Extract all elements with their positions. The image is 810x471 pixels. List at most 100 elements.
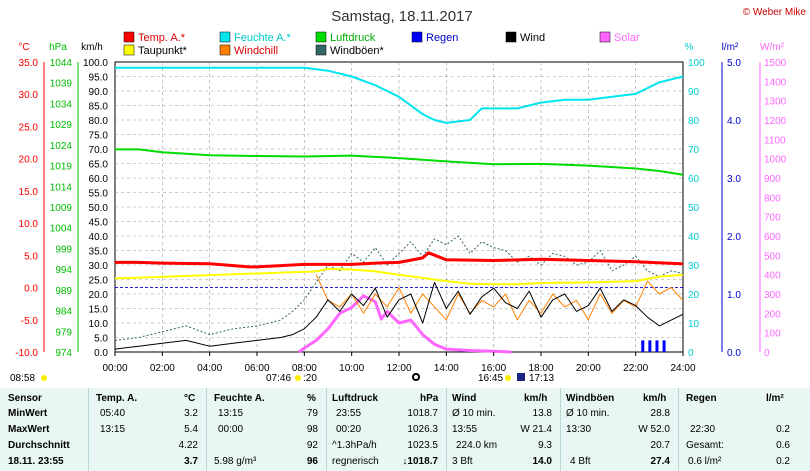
avg-humidity-value: 92	[306, 440, 318, 451]
row-label-min: MinWert	[8, 408, 48, 419]
legend-label: Taupunkt*	[138, 45, 188, 57]
legend-swatch	[123, 31, 135, 43]
max-temp-time: 13:15	[100, 424, 126, 435]
header-wind: Wind	[452, 393, 477, 404]
pressure-unit-label: hPa	[49, 42, 67, 53]
temp-tick-label: 10.0	[19, 219, 39, 230]
header-temp-unit: °C	[184, 393, 196, 404]
legend-label: Luftdruck	[330, 32, 376, 44]
humidity-tick-label: 0	[688, 348, 694, 359]
solar-unit-label: W/m²	[760, 42, 785, 53]
pressure-tick-label: 1014	[50, 182, 73, 193]
legend-swatch	[315, 31, 327, 43]
header-wind-unit: km/h	[524, 393, 548, 404]
max-temp-value: 5.4	[184, 424, 198, 435]
max-pressure-value: 1026.3	[407, 424, 438, 435]
humidity-tick-label: 90	[688, 87, 700, 98]
x-tick-label: 20:00	[576, 363, 601, 374]
x-axis: 00:00 02:00 04:00 06:00 08:00 10:00 12:00 14:00…	[102, 352, 696, 374]
humidity-tick-label: 70	[688, 145, 700, 156]
rain-total-value: 0.6	[776, 440, 790, 451]
rain-bar	[655, 340, 659, 352]
pressure-tick-label: 1039	[50, 79, 73, 90]
rain-tick-label: 1.0	[727, 290, 741, 301]
wind-tick-label: 20.0	[89, 290, 109, 301]
header-gust: Windböen	[566, 393, 615, 404]
series-windchill-line	[315, 274, 684, 321]
pressure-tick-label: 1009	[50, 203, 73, 214]
legend-label: Windböen*	[330, 45, 385, 57]
series-windb-en-line	[114, 235, 684, 341]
avg-pressure-value: 1023.5	[407, 440, 438, 451]
axis-unit-labels: °C hPa km/h % l/m² W/m²	[18, 42, 784, 53]
min-pressure-time: 23:55	[336, 408, 362, 419]
max-rain-time: 22:30	[690, 424, 716, 435]
rain-tick-label: 3.0	[727, 174, 741, 185]
row-label-max: MaxWert	[8, 424, 50, 435]
x-tick-label: 10:00	[339, 363, 364, 374]
x-tick-label: 06:00	[244, 363, 269, 374]
wind-tick-label: 75.0	[89, 131, 109, 142]
pressure-tick-label: 1019	[50, 162, 73, 173]
wind-tick-label: 15.0	[89, 305, 109, 316]
x-tick-label: 22:00	[623, 363, 648, 374]
solar-tick-label: 900	[764, 174, 781, 185]
solar-tick-label: 300	[764, 290, 781, 301]
temp-tick-label: 25.0	[19, 122, 39, 133]
legend-label: Regen	[426, 32, 458, 44]
legend-swatch	[599, 31, 611, 43]
max-gust-time: 13:30	[566, 424, 592, 435]
min-gust-time: Ø 10 min.	[566, 408, 610, 419]
avg-wind-value: 9.3	[538, 440, 552, 451]
pressure-tick-label: 1024	[50, 141, 73, 152]
solar-tick-label: 1400	[764, 77, 787, 88]
wind-tick-label: 40.0	[89, 232, 109, 243]
min-humidity-value: 79	[306, 408, 318, 419]
x-tick-label: 12:00	[386, 363, 411, 374]
min-wind-time: Ø 10 min.	[452, 408, 496, 419]
sunrise-label: 07:46	[266, 373, 291, 384]
x-tick-label: 18:00	[528, 363, 553, 374]
sunrise-suffix: :20	[303, 373, 317, 384]
solar-tick-label: 400	[764, 271, 781, 282]
wind-tick-label: 95.0	[89, 73, 109, 84]
legend-swatch	[219, 31, 231, 43]
solar-tick-label: 1000	[764, 155, 787, 166]
pressure-tick-label: 1029	[50, 120, 73, 131]
wind-unit-label: km/h	[81, 42, 103, 53]
min-temp-value: 3.2	[184, 408, 198, 419]
x-tick-label: 24:00	[670, 363, 695, 374]
wind-tick-label: 60.0	[89, 174, 109, 185]
wind-tick-label: 80.0	[89, 116, 109, 127]
max-pressure-time: 00:20	[336, 424, 362, 435]
chart-legend: Temp. A.* Feuchte A.* Luftdruck Regen Wind So…	[123, 31, 640, 57]
current-wind-value: 14.0	[532, 456, 552, 467]
legend-label: Feuchte A.*	[234, 32, 292, 44]
pressure-tick-label: 994	[55, 265, 72, 276]
humidity-tick-label: 20	[688, 290, 700, 301]
solar-tick-label: 1100	[764, 135, 786, 146]
pressure-tick-label: 1004	[50, 224, 73, 235]
solar-tick-label: 500	[764, 251, 781, 262]
max-humidity-time: 00:00	[218, 424, 244, 435]
sun-left-icon	[41, 375, 47, 381]
wind-tick-label: 25.0	[89, 276, 109, 287]
humidity-tick-label: 60	[688, 174, 700, 185]
grid-lines	[115, 62, 683, 352]
legend-swatch	[505, 31, 517, 43]
solar-tick-label: 200	[764, 309, 781, 320]
wind-tick-label: 50.0	[89, 203, 109, 214]
max-rain-value: 0.2	[776, 424, 790, 435]
header-pressure: Luftdruck	[332, 393, 379, 404]
legend-label: Wind	[520, 32, 545, 44]
current-pressure-value: ↓1018.7	[402, 456, 438, 467]
solar-tick-label: 800	[764, 193, 781, 204]
x-tick-label: 14:00	[434, 363, 459, 374]
min-temp-time: 05:40	[100, 408, 126, 419]
header-rain: Regen	[686, 393, 717, 404]
current-weather-trend: regnerisch	[332, 456, 379, 467]
humidity-tick-label: 100	[688, 58, 705, 69]
x-tick-label: 08:00	[292, 363, 317, 374]
temp-tick-label: 5.0	[24, 251, 38, 262]
header-sensor: Sensor	[8, 393, 42, 404]
